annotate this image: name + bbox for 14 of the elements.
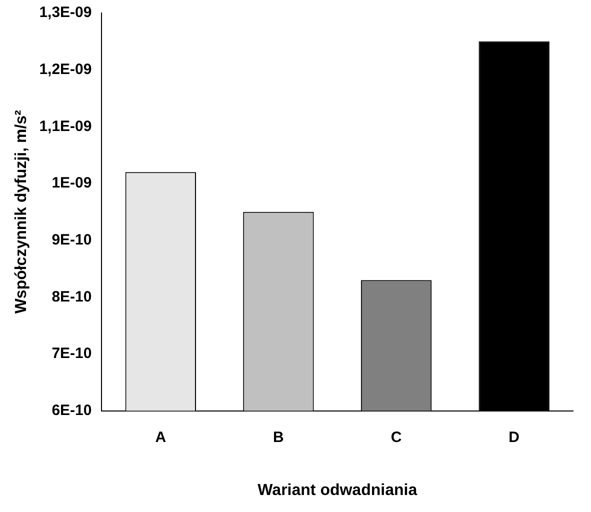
y-tick-label: 1,2E-09	[39, 60, 92, 78]
y-axis-title: Współczynnik dyfuzji, m/s²	[13, 110, 30, 314]
y-tick-label: 1E-09	[52, 174, 92, 192]
y-tick-label: 8E-10	[52, 288, 92, 306]
x-tick-label: C	[390, 428, 402, 446]
x-tick-label: D	[508, 428, 520, 446]
y-tick-label: 1,3E-09	[39, 4, 92, 22]
x-tick-label: A	[155, 428, 166, 446]
y-tick-label: 1,1E-09	[39, 118, 92, 135]
x-tick-label: B	[273, 428, 284, 446]
y-tick-label: 9E-10	[52, 231, 92, 248]
x-axis-title: Wariant odwadniania	[258, 482, 418, 499]
y-tick-label: 6E-10	[52, 402, 92, 419]
y-tick-label: 7E-10	[52, 345, 92, 362]
